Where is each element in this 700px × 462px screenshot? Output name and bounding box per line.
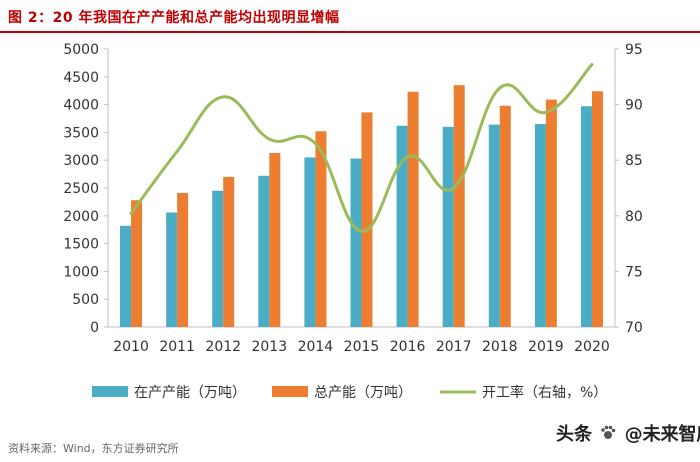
bar-producing-2010 xyxy=(120,225,132,327)
legend-swatch-total xyxy=(272,386,308,397)
bar-producing-2015 xyxy=(350,158,362,327)
y-right-tick-label: 95 xyxy=(625,42,643,58)
x-tick-label: 2012 xyxy=(205,339,241,355)
y-right-tick-label: 70 xyxy=(625,320,643,336)
point-utilization-2018 xyxy=(498,86,502,90)
x-tick-label: 2014 xyxy=(298,339,334,355)
y-right-tick-label: 85 xyxy=(625,153,643,169)
line-utilization-rate xyxy=(129,63,594,233)
bar-producing-2011 xyxy=(166,212,178,327)
x-tick-label: 2017 xyxy=(436,339,472,355)
y-left-tick-label: 4000 xyxy=(63,98,99,114)
watermark-prefix: 头条 xyxy=(556,424,592,445)
bar-total-2012 xyxy=(223,176,235,327)
x-tick-label: 2018 xyxy=(482,339,518,355)
chart-title: 图 2：20 年我国在产产能和总产能均出现明显增幅 xyxy=(8,10,340,26)
bar-producing-2013 xyxy=(258,175,270,327)
legend-label-total: 总产能（万吨） xyxy=(314,385,412,401)
y-left-tick-label: 500 xyxy=(72,292,99,308)
bar-total-2015 xyxy=(361,112,373,327)
x-tick-label: 2013 xyxy=(251,339,287,355)
bar-producing-2018 xyxy=(488,124,500,327)
x-tick-label: 2020 xyxy=(574,339,610,355)
bar-total-2014 xyxy=(315,131,327,327)
bar-total-2019 xyxy=(545,99,557,327)
bar-producing-2019 xyxy=(534,124,546,327)
point-utilization-2010 xyxy=(129,212,133,216)
y-left-tick-label: 4500 xyxy=(63,70,99,86)
bar-total-2016 xyxy=(407,91,419,327)
watermark-handle: @未来智库 xyxy=(624,424,700,445)
y-left-tick-label: 1000 xyxy=(63,264,99,280)
point-utilization-2011 xyxy=(175,149,179,153)
bar-total-2011 xyxy=(177,193,189,327)
source-note: 资料来源：Wind，东方证券研究所 xyxy=(8,442,179,455)
bar-producing-2020 xyxy=(580,106,592,327)
y-right-tick-label: 90 xyxy=(625,98,643,114)
y-left-tick-label: 2000 xyxy=(63,209,99,225)
x-tick-label: 2011 xyxy=(159,339,195,355)
bar-producing-2016 xyxy=(396,125,408,327)
x-tick-label: 2015 xyxy=(344,339,380,355)
point-utilization-2019 xyxy=(544,110,548,114)
x-tick-label: 2016 xyxy=(390,339,426,355)
x-tick-label: 2019 xyxy=(528,339,564,355)
bar-total-2020 xyxy=(591,91,603,327)
point-utilization-2020 xyxy=(590,63,594,67)
point-utilization-2016 xyxy=(406,155,410,159)
point-utilization-2012 xyxy=(221,95,225,99)
x-tick-label: 2010 xyxy=(113,339,149,355)
y-right-tick-label: 75 xyxy=(625,264,643,280)
bar-producing-2014 xyxy=(304,157,316,327)
point-utilization-2013 xyxy=(267,137,271,141)
paw-icon xyxy=(600,425,616,446)
y-left-tick-label: 3000 xyxy=(63,153,99,169)
point-utilization-2017 xyxy=(452,186,456,190)
legend-swatch-producing xyxy=(92,386,128,397)
y-right-tick-label: 80 xyxy=(625,209,643,225)
point-utilization-2015 xyxy=(360,229,363,233)
bar-producing-2017 xyxy=(442,126,454,327)
point-utilization-2014 xyxy=(313,142,317,146)
bar-producing-2012 xyxy=(212,190,224,327)
y-left-tick-label: 1500 xyxy=(63,237,99,253)
y-left-tick-label: 2500 xyxy=(63,181,99,197)
y-left-tick-label: 3500 xyxy=(63,125,99,141)
y-left-tick-label: 0 xyxy=(90,320,99,336)
bar-total-2010 xyxy=(131,200,143,327)
bar-total-2017 xyxy=(453,85,465,327)
legend-label-producing: 在产产能（万吨） xyxy=(134,385,246,401)
legend-label-rate: 开工率（右轴，%） xyxy=(482,384,607,401)
bar-total-2013 xyxy=(269,152,281,327)
y-left-tick-label: 5000 xyxy=(63,42,99,58)
title-divider xyxy=(0,31,700,33)
bar-total-2018 xyxy=(499,105,511,327)
watermark: 头条 @未来智库 xyxy=(556,420,700,446)
